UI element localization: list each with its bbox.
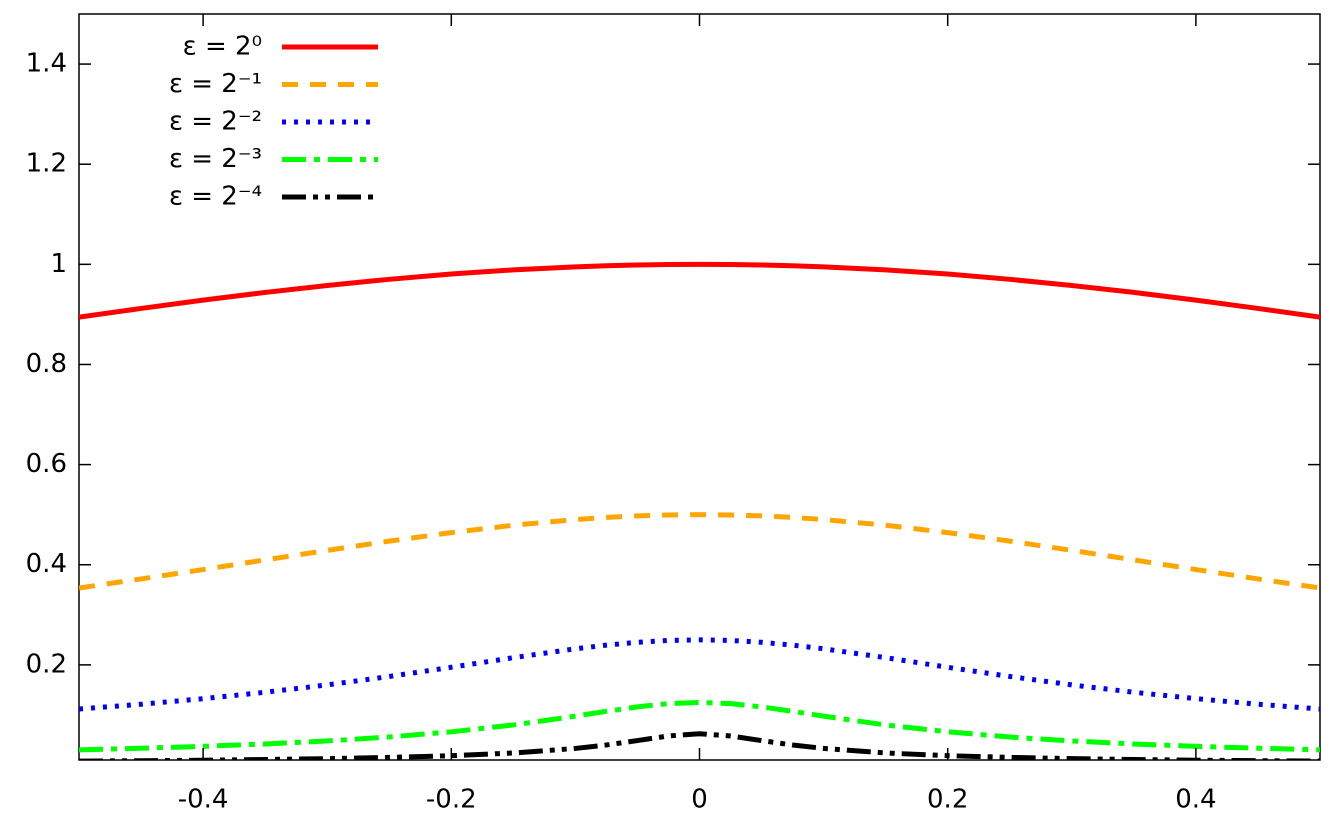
x-tick-label: 0.4 <box>1175 785 1216 815</box>
y-tick-label: 1.4 <box>26 49 67 79</box>
y-tick-label: 1 <box>50 249 67 279</box>
x-tick-label: -0.4 <box>178 785 229 815</box>
series-line <box>79 637 1320 712</box>
y-tick-label: 1.2 <box>26 149 67 179</box>
series-line <box>79 731 1320 760</box>
y-tick-label: 0.2 <box>26 649 67 679</box>
series-line <box>79 512 1320 591</box>
x-tick-label: 0 <box>691 785 708 815</box>
series-line <box>79 699 1320 753</box>
plot-area <box>79 261 1320 760</box>
series-line <box>79 261 1320 320</box>
legend-label: ε = 2⁻¹ <box>169 69 262 99</box>
legend-label: ε = 2⁻³ <box>169 144 262 174</box>
y-tick-label: 0.8 <box>26 349 67 379</box>
legend-label: ε = 2⁻⁴ <box>169 182 262 212</box>
y-tick-label: 0.6 <box>26 449 67 479</box>
plot-frame <box>78 13 1321 761</box>
x-tick-label: 0.2 <box>927 785 968 815</box>
legend-label: ε = 2⁻² <box>169 107 262 137</box>
y-tick-label: 0.4 <box>26 549 67 579</box>
x-tick-label: -0.2 <box>426 785 477 815</box>
legend-label: ε = 2⁰ <box>183 32 262 62</box>
